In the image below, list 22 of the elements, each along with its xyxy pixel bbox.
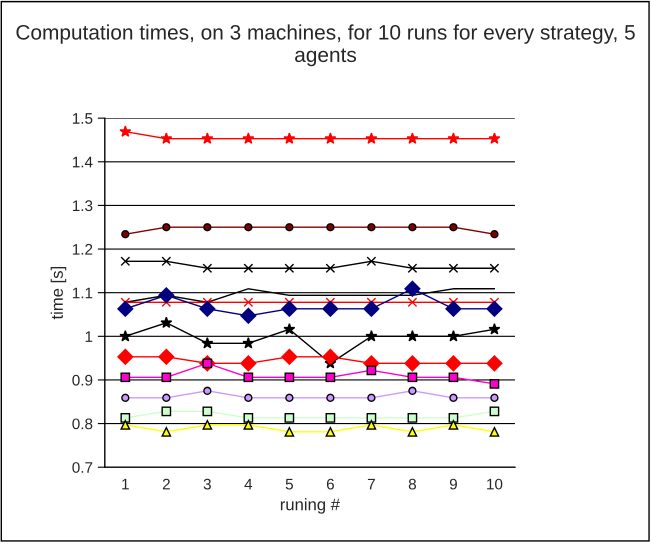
- x-tick-label: 6: [326, 478, 334, 490]
- x-tick-label: 9: [450, 478, 457, 490]
- y-tick-label: 1.1: [72, 288, 92, 298]
- chart-title: Computation times, on 3 machines, for 10 runs for every strategy, 5 agents: [16, 24, 635, 66]
- y-tick-label: 1: [86, 331, 92, 342]
- y-tick-label: 0.8: [72, 418, 92, 430]
- y-axis-title: time [s]: [50, 267, 66, 320]
- y-tick-label: 1.4: [72, 156, 93, 168]
- x-tick-label: 1: [122, 478, 129, 490]
- x-tick-label: 5: [286, 478, 293, 490]
- x-tick-label: 7: [368, 478, 375, 490]
- x-tick-label: 4: [244, 478, 252, 490]
- x-tick-label: 3: [204, 478, 211, 490]
- x-tick-label: 8: [408, 478, 416, 490]
- y-tick-label: 0.9: [72, 374, 92, 386]
- y-tick-label: 1.5: [72, 113, 92, 124]
- x-tick-label: 2: [162, 478, 170, 490]
- y-tick-label: 1.2: [72, 244, 92, 255]
- y-tick-label: 0.7: [72, 462, 92, 473]
- y-tick-label: 1.3: [72, 200, 92, 212]
- x-axis-title: runing #: [280, 498, 340, 514]
- x-tick-label: 10: [487, 478, 502, 490]
